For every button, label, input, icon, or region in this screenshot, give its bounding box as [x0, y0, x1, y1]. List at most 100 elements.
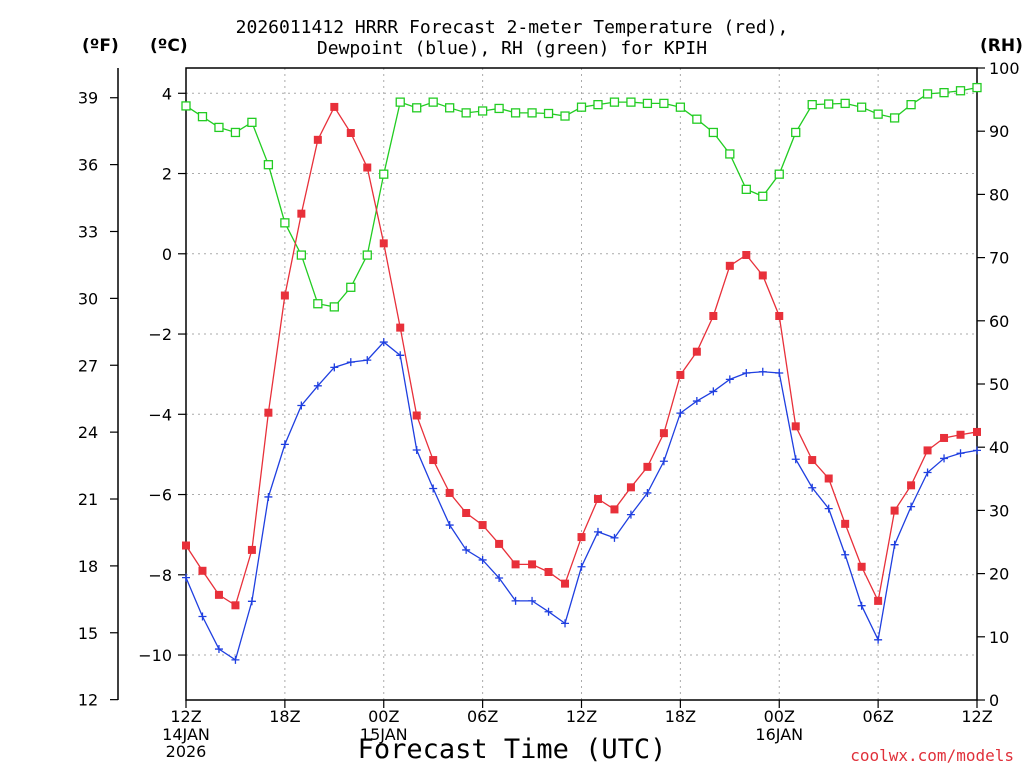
dewpoint-point: [857, 601, 866, 610]
rh-point: [296, 250, 307, 260]
dewpoint-point: [775, 368, 784, 377]
x-tick-label: 06Z: [862, 707, 893, 726]
temperature-point: [626, 483, 635, 492]
dewpoint-point: [429, 484, 438, 493]
credit-link[interactable]: coolwx.com/models: [850, 746, 1014, 765]
dewpoint-point: [561, 619, 570, 628]
dewpoint-point: [412, 446, 421, 455]
dewpoint-point: [511, 596, 520, 605]
rh-point: [972, 82, 982, 93]
rh-point: [395, 97, 405, 107]
rh-tick-label: 50: [989, 375, 1009, 394]
dewpoint-point: [676, 409, 685, 418]
temperature-point: [940, 433, 949, 442]
rh-point: [494, 103, 504, 114]
temperature-point: [923, 446, 932, 455]
fahrenheit-tick-label: 30: [78, 289, 98, 308]
dewpoint-point: [528, 596, 537, 605]
temperature-point: [412, 411, 421, 420]
rh-point: [461, 108, 471, 118]
temperature-point: [742, 250, 751, 259]
fahrenheit-tick-label: 33: [78, 222, 98, 241]
temperature-point: [956, 430, 965, 439]
x-date-label: 16JAN: [755, 725, 803, 744]
fahrenheit-tick-label: 18: [78, 557, 98, 576]
dewpoint-point: [462, 545, 471, 554]
temperature-point: [462, 509, 471, 518]
temperature-point: [363, 163, 372, 172]
temperature-point: [808, 456, 817, 465]
rh-point: [445, 103, 455, 113]
rh-tick-label: 20: [989, 565, 1009, 584]
rh-point: [609, 97, 620, 107]
dewpoint-point: [758, 367, 767, 376]
dewpoint-point: [923, 468, 932, 477]
temperature-point: [297, 209, 306, 218]
temperature-point: [379, 239, 388, 248]
axes: [110, 67, 985, 708]
temperature-point: [841, 519, 850, 528]
dewpoint-point: [841, 550, 850, 559]
fahrenheit-tick-label: 24: [78, 423, 98, 442]
temperature-point: [857, 562, 866, 571]
rh-tick-label: 60: [989, 312, 1009, 331]
dewpoint-point: [198, 612, 207, 621]
dewpoint-point: [182, 573, 190, 582]
rh-tick-label: 10: [989, 628, 1009, 647]
rh-point: [313, 299, 323, 309]
temperature-point: [725, 261, 734, 270]
rh-point: [807, 100, 817, 110]
temperature-point: [659, 429, 668, 438]
temperature-point: [593, 494, 602, 503]
x-tick-label: 18Z: [665, 707, 696, 726]
temperature-point: [775, 311, 784, 320]
rh-point: [543, 108, 554, 119]
rh-point: [379, 169, 389, 179]
chart-title-line-2: Dewpoint (blue), RH (green) for KPIH: [316, 38, 708, 59]
rh-point: [758, 191, 768, 201]
rh-tick-label: 40: [989, 438, 1009, 457]
temperature-point: [973, 427, 981, 436]
rh-point: [527, 108, 537, 118]
temperature-point: [692, 347, 701, 356]
rh-point: [906, 100, 916, 110]
rh-point: [280, 218, 290, 228]
celsius-tick-label: 4: [162, 84, 172, 103]
dewpoint-point: [346, 358, 355, 367]
dewpoint-point: [659, 457, 668, 466]
rh-point: [626, 97, 636, 107]
temperature-point: [824, 474, 833, 483]
rh-point: [725, 149, 735, 159]
celsius-tick-label: 0: [162, 245, 172, 264]
rh-point: [560, 111, 570, 121]
temperature-point: [182, 541, 190, 550]
temperature-point: [874, 596, 883, 605]
x-tick-label: 12Z: [170, 707, 201, 726]
x-tick-label: 00Z: [764, 707, 795, 726]
rh-point: [889, 113, 900, 123]
temperature-point: [511, 560, 520, 569]
chart-title-line-1: 2026011412 HRRR Forecast 2-meter Tempera…: [235, 17, 789, 38]
temperature-point: [643, 462, 652, 471]
celsius-tick-label: −8: [148, 566, 172, 585]
dewpoint-point: [231, 655, 240, 664]
rh-point: [939, 87, 949, 98]
rh-point: [362, 250, 372, 260]
dewpoint-point: [808, 483, 817, 492]
fahrenheit-tick-label: 39: [78, 89, 98, 108]
rh-point: [346, 282, 356, 292]
rh-point: [873, 109, 883, 119]
rh-point: [214, 122, 224, 133]
tick-labels: 39363330272421181512420−2−4−6−8−10100908…: [78, 59, 1020, 761]
rh-tick-label: 90: [989, 122, 1009, 141]
temperature-point: [610, 505, 619, 514]
dewpoint-point: [956, 449, 965, 458]
temperature-point: [791, 422, 800, 431]
temperature-point: [198, 566, 207, 575]
rh-point: [181, 101, 191, 111]
x-date-label: 15JAN: [360, 725, 408, 744]
temperature-point: [495, 539, 504, 548]
series-layer: [181, 82, 982, 664]
temperature-point: [561, 579, 570, 588]
